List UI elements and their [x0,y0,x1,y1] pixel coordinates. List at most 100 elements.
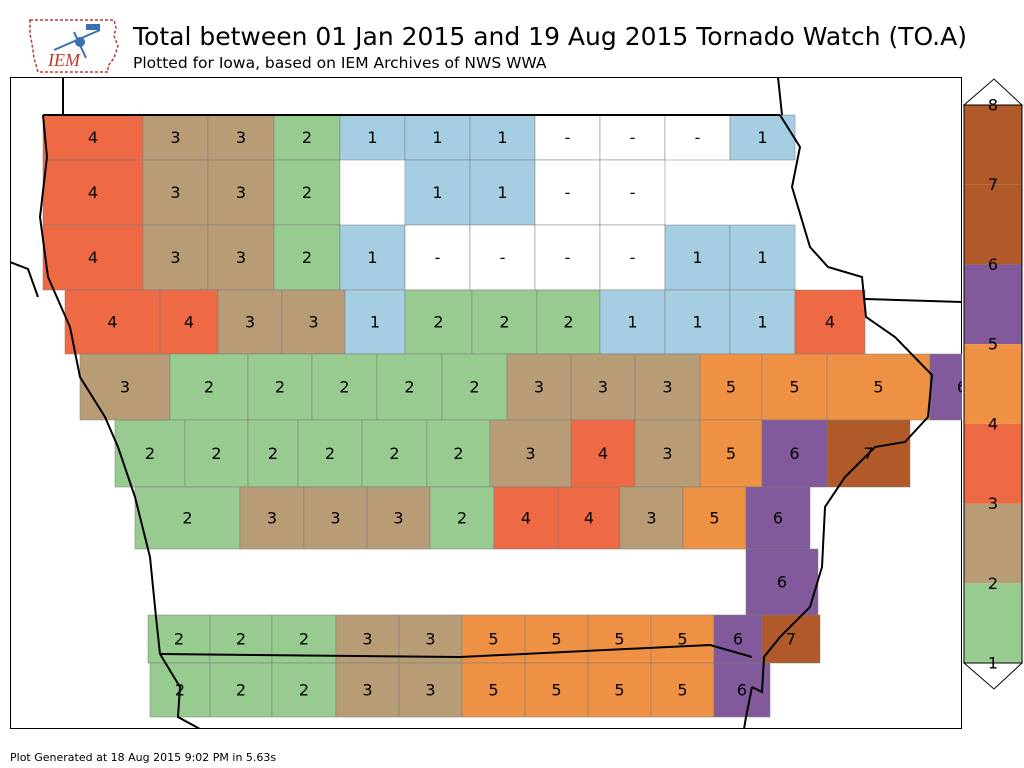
colorbar-band [964,344,1022,424]
county-value-label: 2 [299,681,309,700]
county-cell [713,662,771,718]
county-value-label: 1 [370,313,380,332]
county-value-label: 2 [453,444,463,463]
county-cell [493,486,559,550]
county-value-label: 2 [275,378,285,397]
state-borders [10,77,962,729]
county-value-label: 3 [236,183,246,202]
colorbar-legend: 1 2 3 4 5 6 7 8 [962,78,1024,690]
county-value-label: 2 [299,630,309,649]
county-value-label: 2 [302,183,312,202]
county-cell [335,662,400,718]
county-value-label: 5 [789,378,799,397]
county-value-label: 3 [170,128,180,147]
county-value-label: 2 [174,630,184,649]
county-cell [398,662,463,718]
county-value-label: 3 [425,630,435,649]
county-value-label: 3 [646,509,656,528]
county-value-label: - [435,248,441,267]
county-value-label: 4 [107,313,117,332]
county-value-label: 2 [339,378,349,397]
county-value-label: 5 [709,509,719,528]
nebraska-top-line [10,261,39,298]
county-value-label: 3 [267,509,277,528]
county-cell [79,353,171,421]
county-value-label: 3 [534,378,544,397]
county-value-label: 1 [757,313,767,332]
county-value-label: 1 [497,183,507,202]
county-cell [570,353,636,421]
county-value-label: 1 [367,128,377,147]
county-cell [469,159,536,226]
county-cell [745,486,811,550]
colorbar-tick-label: 8 [988,96,998,115]
county-value-label: - [565,248,571,267]
county-cell [142,224,209,291]
county-value-label: 1 [692,313,702,332]
county-cell [404,224,471,291]
county-value-label: 2 [499,313,509,332]
county-cell [134,486,241,550]
colorbar-tick-label: 1 [988,654,998,673]
wisconsin-border-line [777,77,783,116]
county-value-label: 4 [825,313,835,332]
county-value-label: 2 [404,378,414,397]
county-cell [207,224,275,291]
county-cell [699,353,763,421]
county-value-label: - [630,128,636,147]
colorbar-band [964,423,1022,504]
county-value-label: 5 [726,378,736,397]
county-value-label: 3 [598,378,608,397]
county-cell [281,289,346,355]
county-value-label: - [695,128,701,147]
county-cell [142,114,209,161]
county-value-label: 3 [425,681,435,700]
colorbar-top-arrow [962,78,1024,106]
county-value-label: - [630,183,636,202]
county-cell [273,159,341,226]
county-cell [207,114,275,161]
county-value-label: 2 [563,313,573,332]
county-value-label: 4 [88,183,98,202]
county-cell [207,159,275,226]
colorbar-tick-label: 6 [988,255,998,274]
county-cell [587,614,652,664]
colorbar-band [964,264,1022,345]
county-value-label: 5 [614,630,624,649]
county-value-label: 2 [204,378,214,397]
county-cell [398,614,463,664]
county-cell [271,662,337,718]
county-value-label: 3 [170,183,180,202]
county-cell [426,419,491,488]
county-cell [599,289,666,355]
missouri-east-line [743,686,753,729]
county-value-label: 3 [245,313,255,332]
county-cell [761,614,821,664]
county-cell [297,419,363,488]
page-subtitle: Plotted for Iowa, based on IEM Archives … [133,54,547,72]
county-value-label: 1 [367,248,377,267]
county-cell [534,114,601,161]
county-value-label: 6 [733,630,743,649]
county-value-label: 3 [362,630,372,649]
iowa-east-river [751,114,934,694]
county-value-label: - [565,183,571,202]
colorbar-bottom-arrow [962,662,1024,690]
county-value-label: 2 [469,378,479,397]
county-value-label: 3 [662,378,672,397]
colorbar-band [964,503,1022,584]
colorbar-tick-label: 3 [988,494,998,513]
county-value-label: 5 [873,378,883,397]
county-value-label: 2 [302,128,312,147]
county-value-label: 2 [457,509,467,528]
county-cell [489,419,572,488]
county-cell [729,289,796,355]
county-cell [745,548,819,616]
county-cell [729,224,796,291]
county-cell [761,353,828,421]
county-value-label: 2 [145,444,155,463]
county-value-label: 2 [211,444,221,463]
county-cell [761,419,828,488]
county-labels: 4 3 3 2 1 1 1 - - - 1 4 3 3 2 1 1 - - 4 3 3 2 1 - - - - 1 1 4 4 3 3 1 2 2 2 1 1… [88,128,962,700]
county-value-label: 5 [677,630,687,649]
